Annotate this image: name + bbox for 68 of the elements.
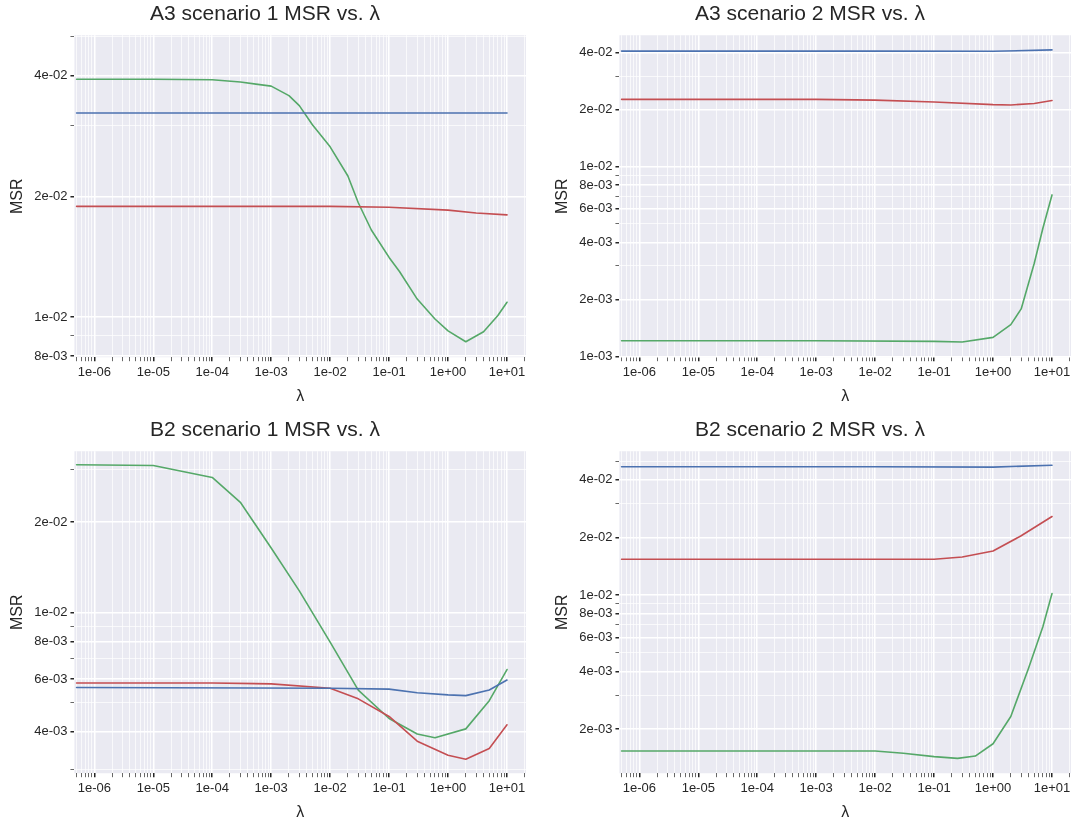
x-tick-label: 1e+01 [1033,363,1071,379]
y-tick-label: 6e-03 [34,670,68,686]
x-tick-label: 1e-02 [858,363,892,379]
x-tick-label: 1e-01 [917,779,951,795]
x-tick-label: 1e-05 [136,363,170,379]
x-tick-label: 1e-06 [622,779,656,795]
x-axis-title: λ [296,386,305,404]
x-tick-label: 1e-01 [372,779,406,795]
x-tick-label: 1e-03 [254,363,288,379]
y-tick-label: 4e-03 [34,723,68,739]
x-axis-title: λ [841,386,850,404]
y-tick-label: 1e-02 [579,586,613,602]
x-tick-label: 1e-03 [799,779,833,795]
x-tick-label: 1e-06 [77,363,111,379]
y-tick-label: 4e-02 [579,471,613,487]
y-tick-label: 2e-02 [34,513,68,529]
x-axis-title: λ [841,802,850,820]
y-tick-label: 8e-03 [579,605,613,621]
x-tick-label: 1e+01 [1033,779,1071,795]
x-tick-label: 1e-04 [195,363,229,379]
x-tick-label: 1e-02 [313,363,347,379]
x-tick-label: 1e+01 [488,363,526,379]
x-tick-label: 1e-02 [313,779,347,795]
chart-title: B2 scenario 1 MSR vs. λ [150,417,381,441]
x-tick-label: 1e-05 [681,363,715,379]
y-tick-label: 8e-03 [579,176,613,192]
y-tick-label: 2e-02 [579,529,613,544]
y-tick-label: 2e-02 [34,188,68,204]
x-tick-label: 1e-05 [681,779,715,795]
x-tick-label: 1e-01 [917,363,951,379]
x-tick-label: 1e-03 [254,779,288,795]
y-tick-label: 2e-03 [579,720,613,736]
x-tick-label: 1e+01 [488,779,526,795]
chart-title: A3 scenario 2 MSR vs. λ [695,1,926,25]
y-tick-label: 6e-03 [579,629,613,645]
y-axis-title: MSR [553,594,571,630]
x-tick-label: 1e+00 [429,779,467,795]
y-tick-label: 1e-03 [579,347,613,363]
y-axis-title: MSR [553,178,571,214]
x-tick-label: 1e+00 [974,779,1012,795]
x-tick-label: 1e-06 [77,779,111,795]
y-tick-label: 4e-03 [579,663,613,679]
y-tick-label: 2e-02 [579,101,613,117]
x-tick-label: 1e-05 [136,779,170,795]
x-tick-label: 1e-03 [799,363,833,379]
y-tick-label: 4e-02 [34,67,68,83]
y-tick-label: 1e-02 [34,604,68,620]
y-tick-label: 8e-03 [34,633,68,649]
x-tick-label: 1e+00 [429,363,467,379]
y-tick-label: 1e-02 [34,308,68,324]
x-tick-label: 1e-04 [740,363,774,379]
y-tick-label: 8e-03 [34,347,68,363]
y-tick-label: 4e-02 [579,44,613,60]
chart-title: B2 scenario 2 MSR vs. λ [695,417,926,441]
y-tick-label: 4e-03 [579,233,613,249]
y-tick-label: 1e-02 [579,158,613,174]
chart-title: A3 scenario 1 MSR vs. λ [150,1,381,25]
x-tick-label: 1e+00 [974,363,1012,379]
x-tick-label: 1e-02 [858,779,892,795]
x-tick-label: 1e-04 [195,779,229,795]
y-axis-title: MSR [8,178,26,214]
x-axis-title: λ [296,802,305,820]
x-tick-label: 1e-01 [372,363,406,379]
y-tick-label: 2e-03 [579,290,613,306]
y-tick-label: 6e-03 [579,200,613,216]
x-tick-label: 1e-06 [622,363,656,379]
x-tick-label: 1e-04 [740,779,774,795]
y-axis-title: MSR [8,594,26,630]
